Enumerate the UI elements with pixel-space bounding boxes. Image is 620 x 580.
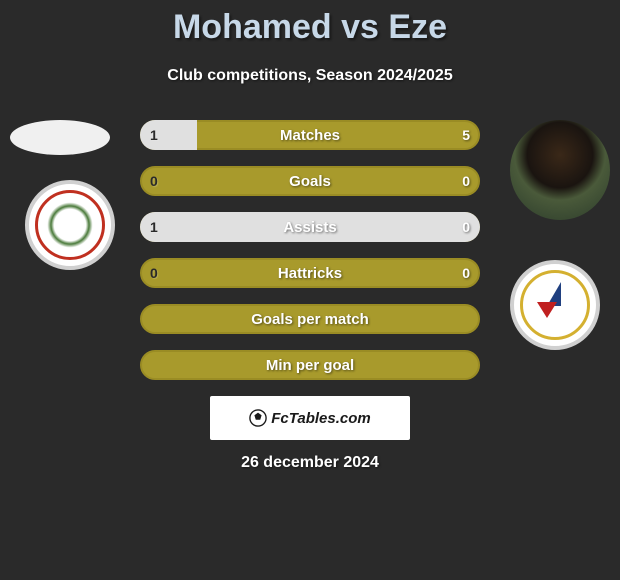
badge-inner — [35, 190, 105, 260]
page-title: Mohamed vs Eze — [0, 0, 620, 47]
stat-label: Goals — [140, 166, 480, 196]
stat-label: Min per goal — [140, 350, 480, 380]
stat-value-left: 0 — [150, 258, 158, 288]
player2-avatar — [510, 120, 610, 220]
stat-row: Min per goal — [140, 350, 480, 380]
stat-value-right: 0 — [462, 166, 470, 196]
stat-value-right: 0 — [462, 212, 470, 242]
badge-shape — [537, 302, 557, 318]
date-text: 26 december 2024 — [0, 454, 620, 472]
stat-value-right: 0 — [462, 258, 470, 288]
player1-club-badge — [25, 180, 115, 270]
subtitle: Club competitions, Season 2024/2025 — [0, 67, 620, 85]
stat-label: Hattricks — [140, 258, 480, 288]
stat-row: Assists1 0 — [140, 212, 480, 242]
stat-value-left: 1 — [150, 120, 158, 150]
player2-club-badge — [510, 260, 600, 350]
vs-text: vs — [341, 8, 379, 46]
stat-value-right: 5 — [462, 120, 470, 150]
stat-row: Goals0 0 — [140, 166, 480, 196]
soccer-ball-icon — [249, 409, 267, 427]
player1-name: Mohamed — [173, 8, 332, 46]
stat-label: Goals per match — [140, 304, 480, 334]
stat-value-left: 0 — [150, 166, 158, 196]
stat-row: Matches1 5 — [140, 120, 480, 150]
player1-avatar — [10, 120, 110, 155]
attribution-badge: FcTables.com — [210, 396, 410, 440]
stat-label: Matches — [140, 120, 480, 150]
stat-label: Assists — [140, 212, 480, 242]
stats-area: Matches15Goals00Assists10Hattricks00Goal… — [140, 120, 480, 396]
stat-row: Hattricks0 0 — [140, 258, 480, 288]
badge-inner — [520, 270, 590, 340]
stat-row: Goals per match — [140, 304, 480, 334]
attribution-text: FcTables.com — [271, 410, 370, 427]
player2-name: Eze — [388, 8, 447, 46]
stat-value-left: 1 — [150, 212, 158, 242]
